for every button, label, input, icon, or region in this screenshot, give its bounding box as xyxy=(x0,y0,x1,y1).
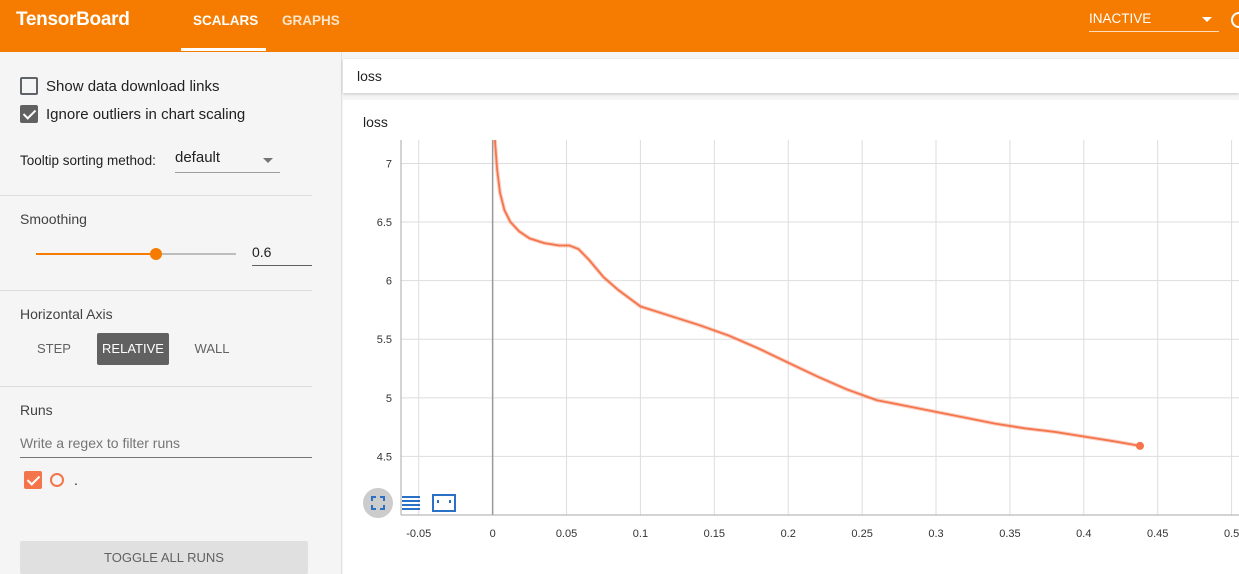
x-tick-label: 0.05 xyxy=(556,528,577,540)
dropdown-value: INACTIVE xyxy=(1089,11,1152,26)
inactive-dashboards-dropdown[interactable]: INACTIVE xyxy=(1089,10,1219,32)
axis-wall-button[interactable]: WALL xyxy=(194,341,230,356)
top-app-bar: TensorBoard SCALARS GRAPHS INACTIVE xyxy=(0,0,1239,52)
active-tab-indicator xyxy=(181,48,266,51)
chevron-down-icon xyxy=(1202,17,1212,22)
x-tick-label: 0.25 xyxy=(851,528,872,540)
runs-title: Runs xyxy=(20,402,53,418)
tooltip-sorting-dropdown[interactable]: default xyxy=(175,149,280,173)
divider xyxy=(0,290,312,291)
axis-relative-button[interactable]: RELATIVE xyxy=(97,333,169,365)
tab-scalars[interactable]: SCALARS xyxy=(193,13,259,28)
x-tick-label: 0.45 xyxy=(1147,528,1168,540)
divider xyxy=(0,386,312,387)
chart-title: loss xyxy=(363,114,388,130)
tab-graphs[interactable]: GRAPHS xyxy=(282,13,340,28)
divider xyxy=(0,195,312,196)
toggle-all-runs-button[interactable]: TOGGLE ALL RUNS xyxy=(20,541,308,574)
x-tick-label: 0.1 xyxy=(633,528,648,540)
sidebar: Show data download links Ignore outliers… xyxy=(0,52,342,574)
tag-group-header[interactable]: loss xyxy=(343,59,1239,93)
smoothing-slider[interactable] xyxy=(36,248,236,260)
show-download-links-option[interactable]: Show data download links xyxy=(20,76,219,96)
run-checkbox[interactable] xyxy=(24,471,42,489)
smoothing-slider-fill xyxy=(36,253,156,255)
smoothing-title: Smoothing xyxy=(20,211,87,227)
y-tick-label: 6 xyxy=(386,276,392,288)
ignore-outliers-checkbox[interactable] xyxy=(20,105,38,123)
loss-series-raw-line xyxy=(492,139,1141,448)
show-download-links-label: Show data download links xyxy=(46,77,220,95)
fit-domain-icon-glyph xyxy=(432,494,456,512)
tag-group-title: loss xyxy=(357,68,382,84)
run-color-swatch xyxy=(50,473,64,487)
ignore-outliers-option[interactable]: Ignore outliers in chart scaling xyxy=(20,104,245,124)
fit-domain-icon[interactable] xyxy=(431,488,461,518)
y-tick-label: 5 xyxy=(386,393,392,405)
fullscreen-icon-glyph xyxy=(371,496,385,510)
horizontal-axis-title: Horizontal Axis xyxy=(20,306,113,322)
chevron-down-icon xyxy=(263,158,273,163)
x-tick-label: 0.15 xyxy=(704,528,725,540)
loss-series-endpoint xyxy=(1135,441,1144,450)
x-tick-label: 0 xyxy=(490,528,496,540)
run-item[interactable]: . xyxy=(24,471,78,489)
y-tick-label: 7 xyxy=(386,158,392,170)
x-tick-label: 0.35 xyxy=(999,528,1020,540)
show-download-links-checkbox[interactable] xyxy=(20,77,38,95)
fullscreen-icon[interactable] xyxy=(363,488,393,518)
axis-step-button[interactable]: STEP xyxy=(37,341,71,356)
y-tick-label: 5.5 xyxy=(377,334,392,346)
y-tick-label: 4.5 xyxy=(377,451,392,463)
loss-series-line xyxy=(494,139,1141,447)
smoothing-slider-knob[interactable] xyxy=(150,248,162,260)
x-tick-label: -0.05 xyxy=(406,528,431,540)
app-title: TensorBoard xyxy=(16,9,130,30)
tooltip-sorting-value: default xyxy=(175,149,221,166)
x-tick-label: 0.4 xyxy=(1076,528,1091,540)
runs-filter-input[interactable]: Write a regex to filter runs xyxy=(20,432,312,458)
refresh-icon[interactable] xyxy=(1231,12,1239,28)
x-tick-label: 0.5 xyxy=(1224,528,1239,540)
y-tick-label: 6.5 xyxy=(377,217,392,229)
x-tick-label: 0.3 xyxy=(928,528,943,540)
ignore-outliers-label: Ignore outliers in chart scaling xyxy=(46,105,246,123)
run-name: . xyxy=(74,472,78,488)
x-tick-label: 0.2 xyxy=(781,528,796,540)
log-scale-icon[interactable] xyxy=(397,488,427,518)
smoothing-value-input[interactable]: 0.6 xyxy=(252,240,312,266)
log-scale-icon-glyph xyxy=(402,496,420,510)
tooltip-sorting-label: Tooltip sorting method: xyxy=(20,153,156,168)
